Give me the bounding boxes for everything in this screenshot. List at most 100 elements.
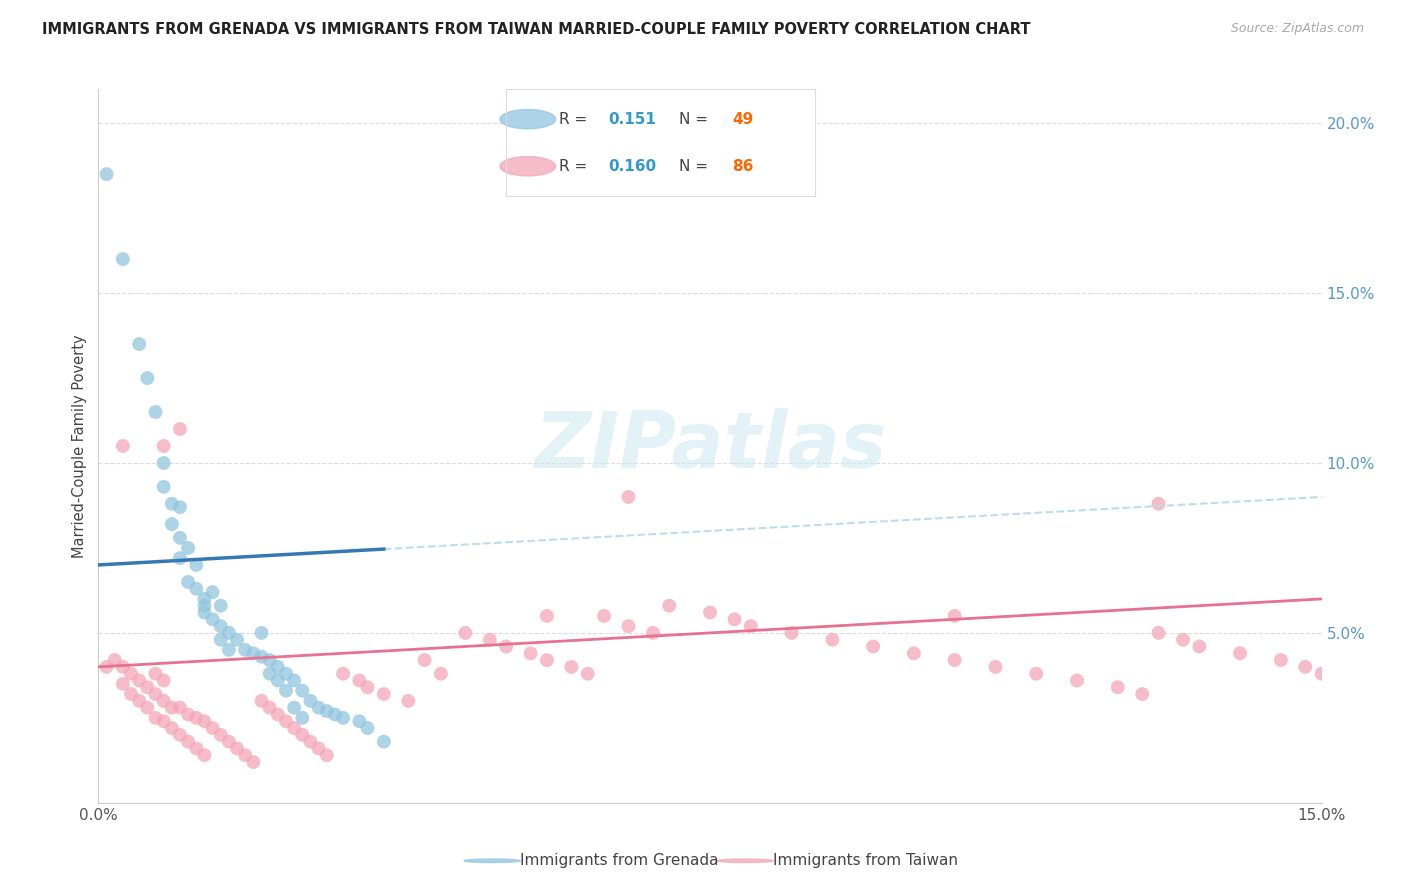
- Point: [658, 599, 681, 613]
- Text: Source: ZipAtlas.com: Source: ZipAtlas.com: [1230, 22, 1364, 36]
- Text: R =: R =: [558, 159, 592, 174]
- Point: [1130, 687, 1153, 701]
- Point: [201, 612, 224, 626]
- Point: [111, 677, 134, 691]
- Point: [943, 653, 966, 667]
- Text: R =: R =: [558, 112, 592, 127]
- Point: [152, 480, 174, 494]
- Point: [821, 632, 844, 647]
- Point: [242, 755, 264, 769]
- Point: [152, 456, 174, 470]
- Point: [209, 728, 232, 742]
- Point: [259, 666, 281, 681]
- Y-axis label: Married-Couple Family Poverty: Married-Couple Family Poverty: [72, 334, 87, 558]
- Point: [160, 721, 183, 735]
- Point: [291, 711, 314, 725]
- Point: [1107, 680, 1129, 694]
- Circle shape: [717, 859, 773, 863]
- Point: [242, 646, 264, 660]
- Point: [111, 439, 134, 453]
- Point: [136, 371, 159, 385]
- Point: [283, 700, 305, 714]
- Point: [291, 683, 314, 698]
- Point: [332, 711, 354, 725]
- Point: [323, 707, 346, 722]
- Point: [152, 673, 174, 688]
- Point: [193, 606, 215, 620]
- Point: [299, 694, 322, 708]
- Text: 0.151: 0.151: [609, 112, 657, 127]
- Point: [349, 673, 371, 688]
- Point: [169, 700, 191, 714]
- Point: [259, 653, 281, 667]
- Point: [536, 653, 558, 667]
- Point: [201, 721, 224, 735]
- Point: [226, 632, 249, 647]
- Point: [233, 643, 256, 657]
- Text: N =: N =: [679, 159, 713, 174]
- Point: [413, 653, 436, 667]
- Point: [201, 585, 224, 599]
- Point: [1147, 497, 1170, 511]
- Point: [1310, 666, 1333, 681]
- Point: [169, 500, 191, 515]
- Text: IMMIGRANTS FROM GRENADA VS IMMIGRANTS FROM TAIWAN MARRIED-COUPLE FAMILY POVERTY : IMMIGRANTS FROM GRENADA VS IMMIGRANTS FR…: [42, 22, 1031, 37]
- Point: [177, 734, 200, 748]
- Point: [111, 252, 134, 266]
- Point: [740, 619, 762, 633]
- Text: Immigrants from Taiwan: Immigrants from Taiwan: [773, 854, 959, 868]
- Point: [250, 626, 273, 640]
- Point: [186, 558, 208, 572]
- Point: [267, 673, 290, 688]
- Point: [699, 606, 721, 620]
- Point: [430, 666, 453, 681]
- Point: [136, 700, 159, 714]
- Point: [209, 619, 232, 633]
- Circle shape: [501, 110, 555, 128]
- Point: [396, 694, 419, 708]
- Point: [593, 608, 616, 623]
- Point: [259, 700, 281, 714]
- Text: 86: 86: [733, 159, 754, 174]
- Point: [274, 714, 297, 729]
- Text: ZIPatlas: ZIPatlas: [534, 408, 886, 484]
- Point: [233, 748, 256, 763]
- Point: [536, 608, 558, 623]
- Point: [274, 683, 297, 698]
- Point: [478, 632, 501, 647]
- Point: [169, 728, 191, 742]
- Circle shape: [464, 859, 520, 863]
- Point: [120, 666, 142, 681]
- Point: [299, 734, 322, 748]
- Point: [209, 632, 232, 647]
- Point: [373, 734, 395, 748]
- Point: [862, 640, 884, 654]
- Point: [373, 687, 395, 701]
- Point: [617, 619, 640, 633]
- Point: [128, 673, 150, 688]
- Point: [283, 721, 305, 735]
- Point: [332, 666, 354, 681]
- Point: [308, 700, 330, 714]
- Point: [169, 531, 191, 545]
- Text: Immigrants from Grenada: Immigrants from Grenada: [520, 854, 718, 868]
- Point: [1229, 646, 1251, 660]
- Point: [283, 673, 305, 688]
- Point: [315, 748, 337, 763]
- Point: [186, 741, 208, 756]
- Point: [226, 741, 249, 756]
- Point: [1147, 626, 1170, 640]
- Point: [136, 680, 159, 694]
- Point: [250, 694, 273, 708]
- Point: [145, 711, 167, 725]
- Point: [617, 490, 640, 504]
- Point: [145, 666, 167, 681]
- Point: [1171, 632, 1194, 647]
- Point: [104, 653, 127, 667]
- Point: [193, 748, 215, 763]
- Circle shape: [501, 157, 555, 176]
- Point: [315, 704, 337, 718]
- Point: [267, 707, 290, 722]
- Point: [177, 541, 200, 555]
- Point: [495, 640, 517, 654]
